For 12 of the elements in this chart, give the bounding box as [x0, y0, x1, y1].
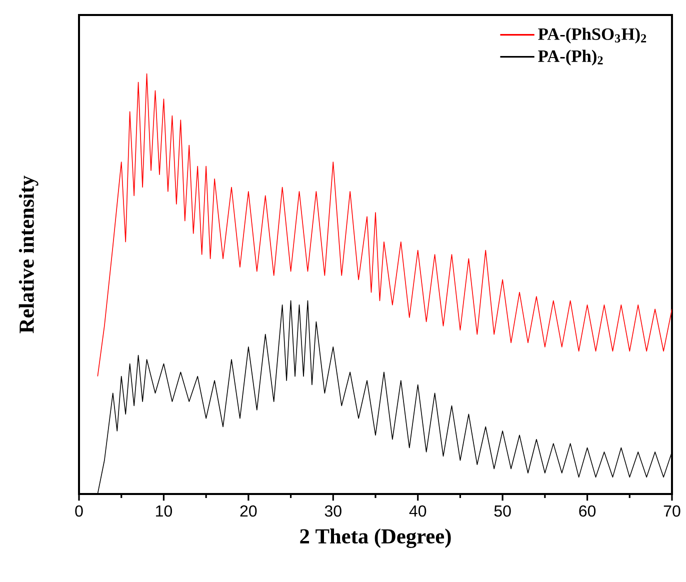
legend-label: PA-(Ph)$_{2}$ [538, 50, 603, 66]
x-tick-label: 0 [75, 505, 83, 517]
x-tick-label: 50 [494, 505, 511, 517]
x-axis-title: 2 Theta (Degree) [300, 528, 451, 548]
x-tick-label: 20 [240, 505, 257, 517]
x-tick-label: 40 [409, 505, 426, 517]
x-tick-label: 60 [579, 505, 596, 517]
y-axis-title: Relative intensity [18, 176, 38, 334]
legend-label: PA-(PhSO$_{3}$H)$_{2}$ [538, 28, 646, 44]
x-tick-label: 10 [156, 505, 172, 517]
x-tick-label: 30 [324, 505, 342, 517]
x-tick-label: 70 [664, 505, 680, 517]
